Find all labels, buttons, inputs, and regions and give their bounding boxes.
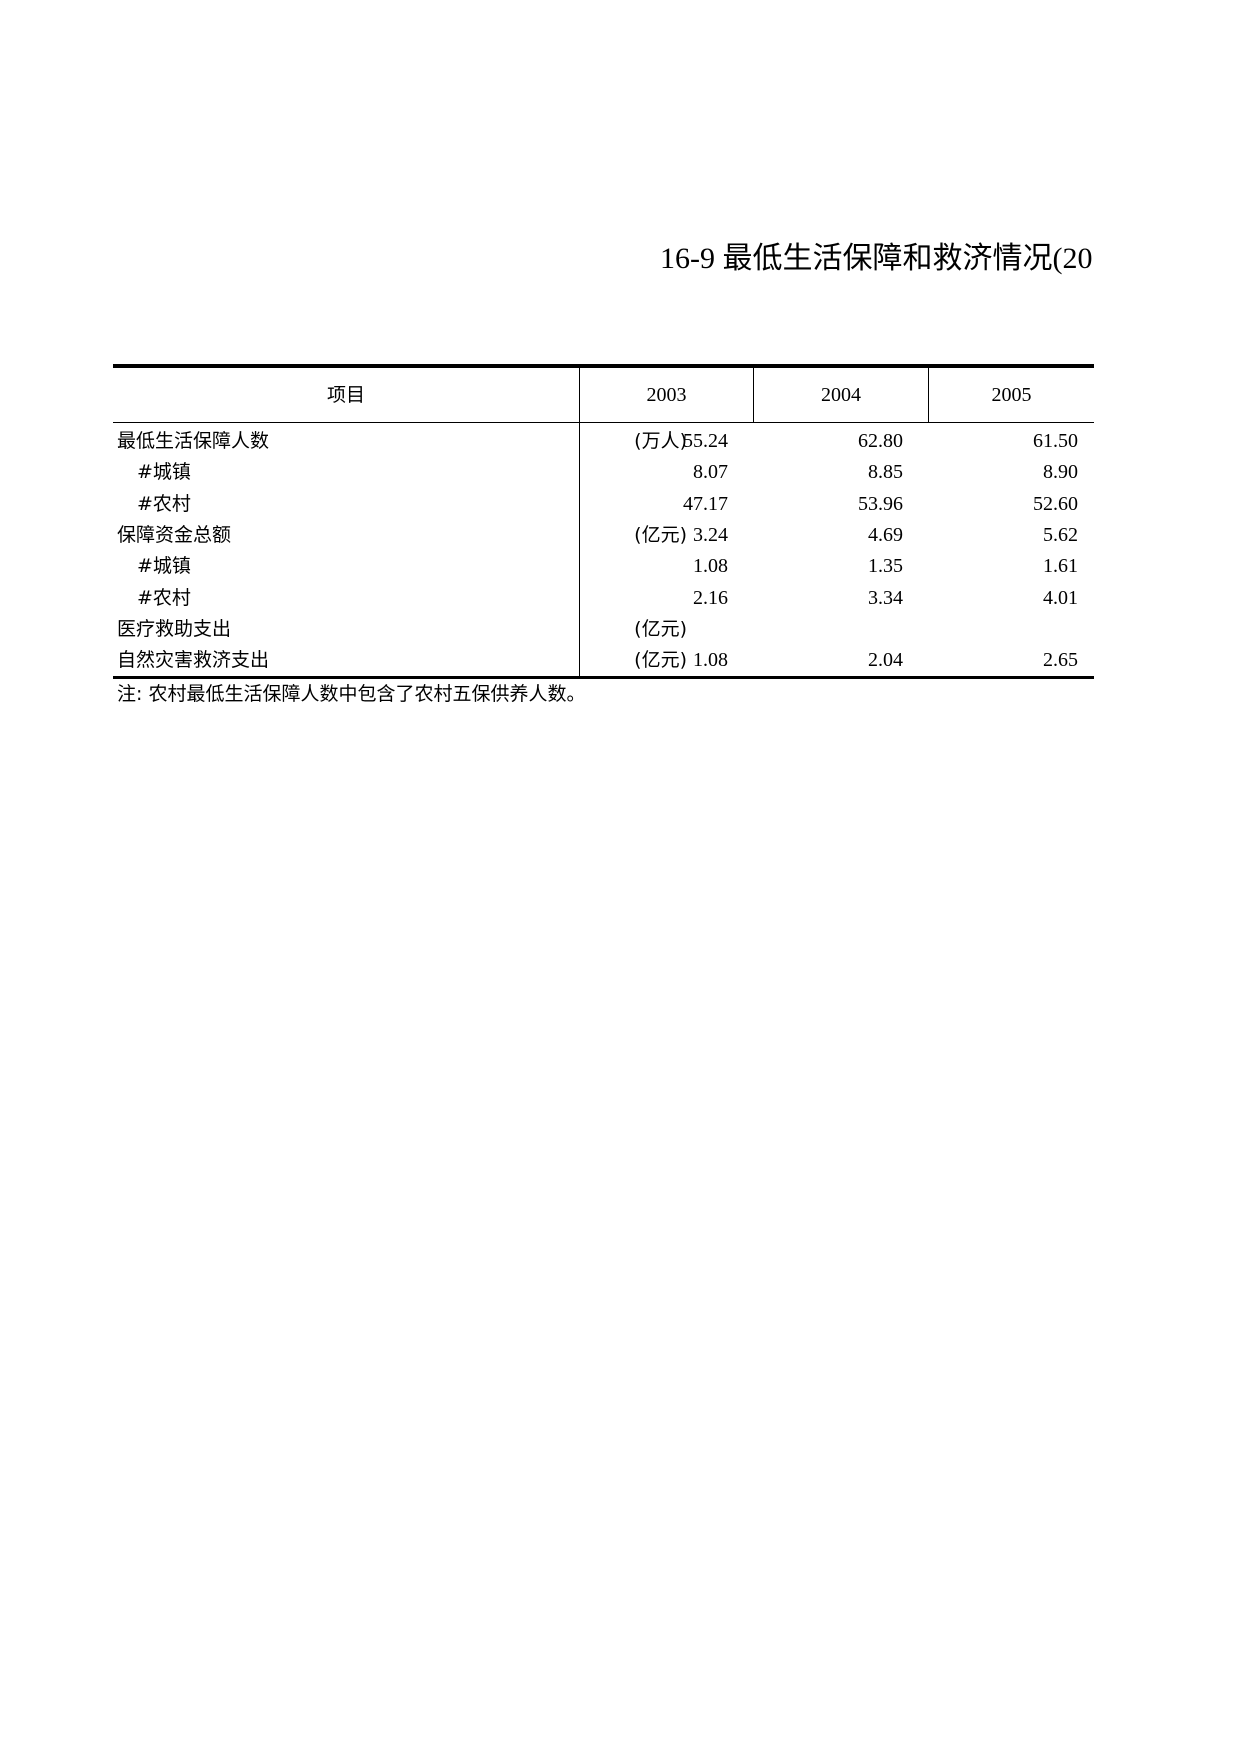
value-cell: 3.24 xyxy=(693,523,728,546)
table-row: 保障资金总额 (亿元) 3.24 4.69 5.62 xyxy=(113,520,1094,551)
value-cell: 3.34 xyxy=(868,586,903,609)
header-rule xyxy=(113,422,1094,423)
value-cell: 1.08 xyxy=(693,649,728,672)
title-container: 16-9 最低生活保障和救济情况(20 xyxy=(660,238,1094,280)
value-cell: 1.35 xyxy=(868,555,903,578)
value-cell: 8.90 xyxy=(1043,461,1078,484)
value-cell: 47.17 xyxy=(683,492,728,515)
row-label: 自然灾害救济支出 xyxy=(117,649,270,672)
table-row: #农村 2.16 3.34 4.01 xyxy=(113,583,1094,614)
value-cell: 4.69 xyxy=(868,523,903,546)
column-divider xyxy=(579,368,580,676)
value-cell: 53.96 xyxy=(858,492,903,515)
column-divider xyxy=(928,368,929,422)
value-cell: 2.16 xyxy=(693,586,728,609)
value-cell: 8.85 xyxy=(868,461,903,484)
table-top-rule xyxy=(113,364,1094,368)
table-row: #城镇 8.07 8.85 8.90 xyxy=(113,457,1094,488)
table-row: 医疗救助支出 (亿元) xyxy=(113,614,1094,645)
row-label: #城镇 xyxy=(137,461,191,484)
row-label: #农村 xyxy=(137,492,191,515)
table-row: #城镇 1.08 1.35 1.61 xyxy=(113,551,1094,582)
table-row: #农村 47.17 53.96 52.60 xyxy=(113,489,1094,520)
table-row: 自然灾害救济支出 (亿元) 1.08 2.04 2.65 xyxy=(113,645,1094,676)
value-cell: 1.61 xyxy=(1043,555,1078,578)
row-unit: (万人) xyxy=(634,430,687,452)
row-label: #城镇 xyxy=(137,555,191,578)
row-unit: (亿元) xyxy=(634,649,687,672)
row-unit: (亿元) xyxy=(634,523,687,546)
header-2004: 2004 xyxy=(821,384,861,406)
row-label: 保障资金总额 xyxy=(117,523,232,546)
value-cell: 4.01 xyxy=(1043,586,1078,609)
row-label: 最低生活保障人数 xyxy=(117,430,270,452)
header-item: 项目 xyxy=(326,384,365,406)
header-2005: 2005 xyxy=(991,384,1032,406)
footnote: 注: 农村最低生活保障人数中包含了农村五保供养人数。 xyxy=(117,683,586,705)
value-cell: 1.08 xyxy=(693,555,728,578)
value-cell: 2.04 xyxy=(868,649,903,672)
table-row: 最低生活保障人数 (万人) 55.24 62.80 61.50 xyxy=(113,426,1094,457)
row-label: #农村 xyxy=(137,586,191,609)
value-cell: 61.50 xyxy=(1033,430,1078,452)
value-cell: 52.60 xyxy=(1033,492,1078,515)
value-cell: 5.62 xyxy=(1043,523,1078,546)
value-cell: 2.65 xyxy=(1043,649,1078,672)
value-cell: 62.80 xyxy=(858,430,903,452)
value-cell: 8.07 xyxy=(693,461,728,484)
column-divider xyxy=(753,368,754,422)
row-unit: (亿元) xyxy=(634,617,687,640)
value-cell: 55.24 xyxy=(683,430,728,452)
table-bottom-rule xyxy=(113,676,1094,679)
row-label: 医疗救助支出 xyxy=(117,617,232,640)
header-2003: 2003 xyxy=(646,384,687,406)
page-title: 16-9 最低生活保障和救济情况(20 xyxy=(660,242,1093,275)
